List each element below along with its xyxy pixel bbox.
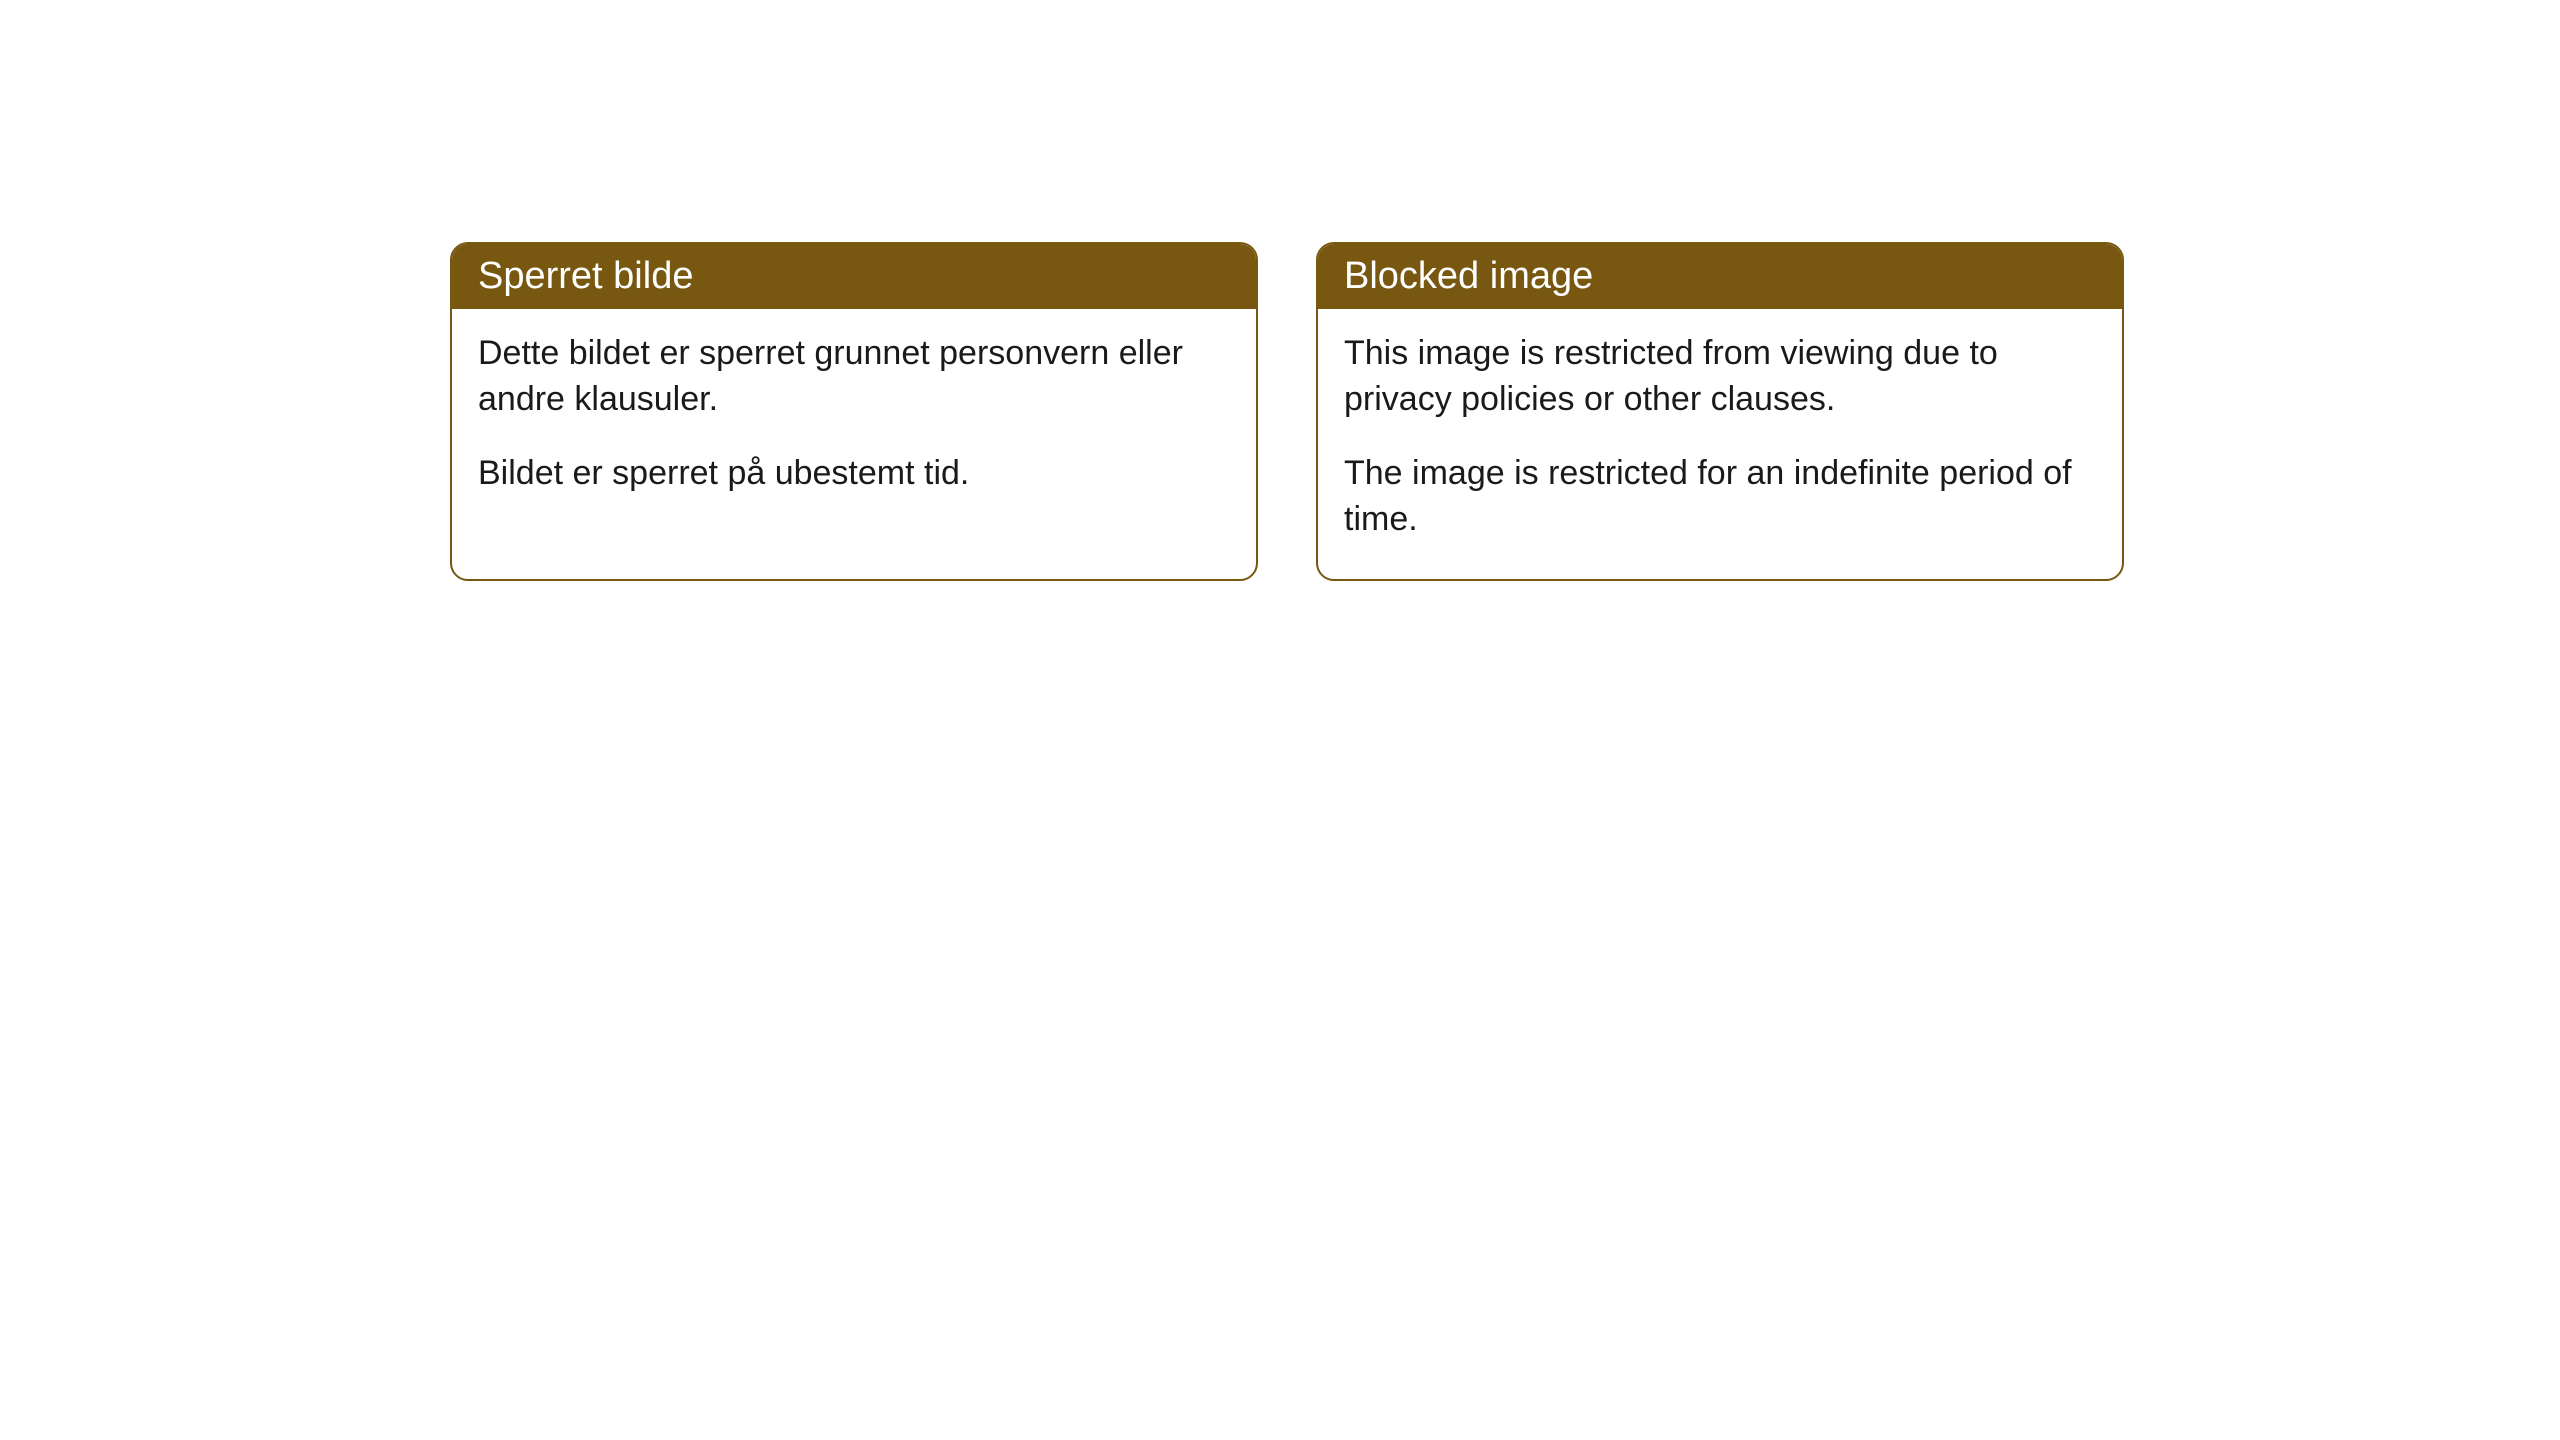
- card-paragraph: Dette bildet er sperret grunnet personve…: [478, 331, 1230, 423]
- card-header: Blocked image: [1318, 244, 2122, 309]
- card-title: Sperret bilde: [478, 255, 693, 297]
- card-paragraph: Bildet er sperret på ubestemt tid.: [478, 451, 1230, 497]
- card-paragraph: This image is restricted from viewing du…: [1344, 331, 2096, 423]
- notice-card-norwegian: Sperret bilde Dette bildet er sperret gr…: [450, 242, 1258, 581]
- card-body: This image is restricted from viewing du…: [1318, 309, 2122, 579]
- notice-cards-container: Sperret bilde Dette bildet er sperret gr…: [450, 242, 2124, 581]
- card-paragraph: The image is restricted for an indefinit…: [1344, 451, 2096, 543]
- card-title: Blocked image: [1344, 255, 1593, 297]
- card-body: Dette bildet er sperret grunnet personve…: [452, 309, 1256, 533]
- notice-card-english: Blocked image This image is restricted f…: [1316, 242, 2124, 581]
- card-header: Sperret bilde: [452, 244, 1256, 309]
